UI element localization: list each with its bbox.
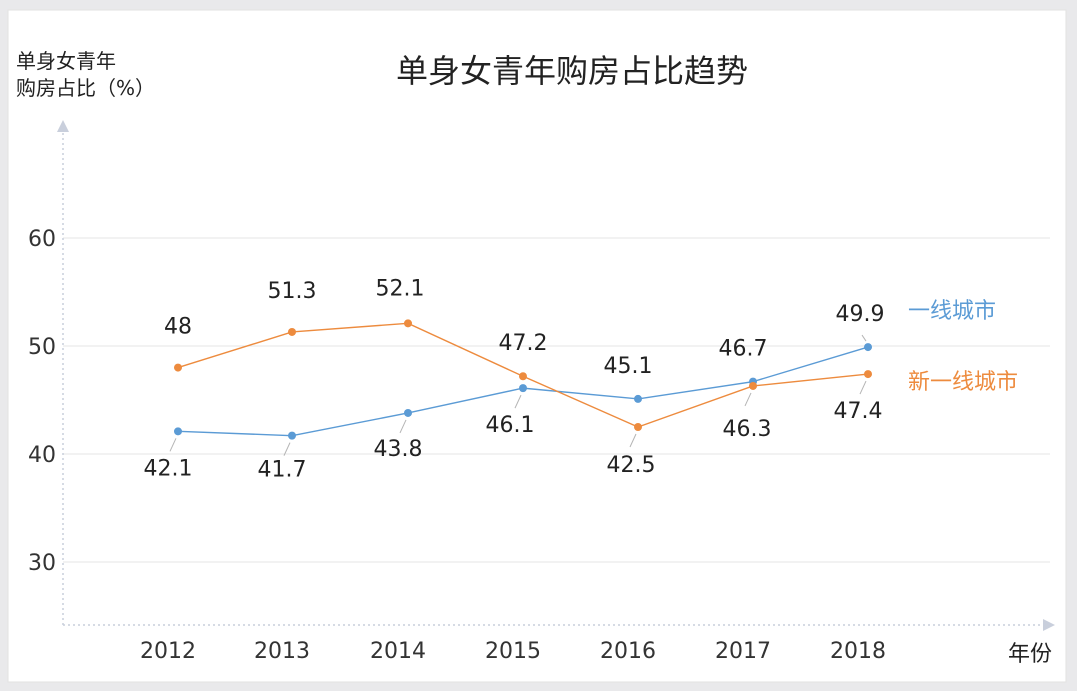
x-tick-label: 2018 — [830, 639, 886, 664]
data-label: 47.4 — [834, 399, 883, 424]
data-point — [288, 327, 296, 336]
x-tick-label: 2013 — [254, 639, 310, 664]
data-label: 51.3 — [268, 279, 317, 304]
label-leader — [859, 380, 867, 395]
x-axis-label: 年份 — [1008, 642, 1052, 667]
data-label: 42.5 — [607, 453, 656, 478]
label-leader — [399, 419, 407, 434]
data-label: 48 — [164, 315, 192, 340]
series-name-label: 一线城市 — [908, 299, 996, 324]
y-tick-label: 40 — [28, 443, 56, 468]
y-tick-labels: 30 40 50 60 — [28, 227, 56, 576]
y-tick-label: 50 — [28, 335, 56, 360]
data-label: 41.7 — [258, 458, 307, 483]
x-axis-arrow — [1043, 619, 1055, 631]
y-axis-label-line2: 购房占比（%） — [16, 76, 155, 100]
label-leader — [283, 442, 291, 456]
data-label: 45.1 — [604, 354, 653, 379]
data-point — [749, 381, 757, 390]
data-label: 42.1 — [144, 456, 193, 481]
y-axis-label-line1: 单身女青年 — [16, 49, 116, 73]
data-point — [864, 343, 872, 352]
series-name-label: 新一线城市 — [908, 370, 1018, 395]
data-point — [864, 370, 872, 379]
data-point — [404, 408, 412, 417]
y-axis-arrow — [57, 120, 69, 132]
x-tick-label: 2015 — [485, 639, 541, 664]
data-label: 46.1 — [486, 413, 535, 438]
series-group: 42.1 41.7 43.8 46.1 45.1 46.7 49.9 一线城市 48 51.3 52… — [144, 276, 1019, 482]
data-label: 52.1 — [376, 276, 425, 301]
data-label: 46.7 — [719, 337, 768, 362]
gridlines — [63, 237, 1050, 563]
label-leader — [744, 392, 752, 407]
data-label: 43.8 — [374, 437, 423, 462]
data-label: 49.9 — [836, 302, 885, 327]
label-leader — [169, 438, 177, 452]
label-leader — [861, 334, 867, 342]
x-tick-label: 2014 — [370, 639, 426, 664]
x-tick-label: 2012 — [140, 639, 196, 664]
data-label: 47.2 — [499, 331, 548, 356]
x-tick-label: 2016 — [600, 639, 656, 664]
data-point — [519, 372, 527, 381]
label-leader — [629, 433, 637, 448]
y-tick-label: 60 — [28, 227, 56, 252]
label-leader — [514, 394, 522, 409]
data-point — [634, 394, 642, 403]
data-point — [634, 423, 642, 431]
data-point — [404, 319, 412, 328]
x-tick-labels: 2012 2013 2014 2015 2016 2017 2018 — [140, 639, 886, 664]
data-point — [174, 363, 182, 372]
x-tick-label: 2017 — [715, 639, 771, 664]
data-point — [519, 384, 527, 393]
y-tick-label: 30 — [28, 551, 56, 576]
data-point — [174, 427, 182, 436]
chart-title: 单身女青年购房占比趋势 — [396, 52, 748, 90]
data-label: 46.3 — [723, 417, 772, 442]
data-point — [288, 431, 296, 440]
